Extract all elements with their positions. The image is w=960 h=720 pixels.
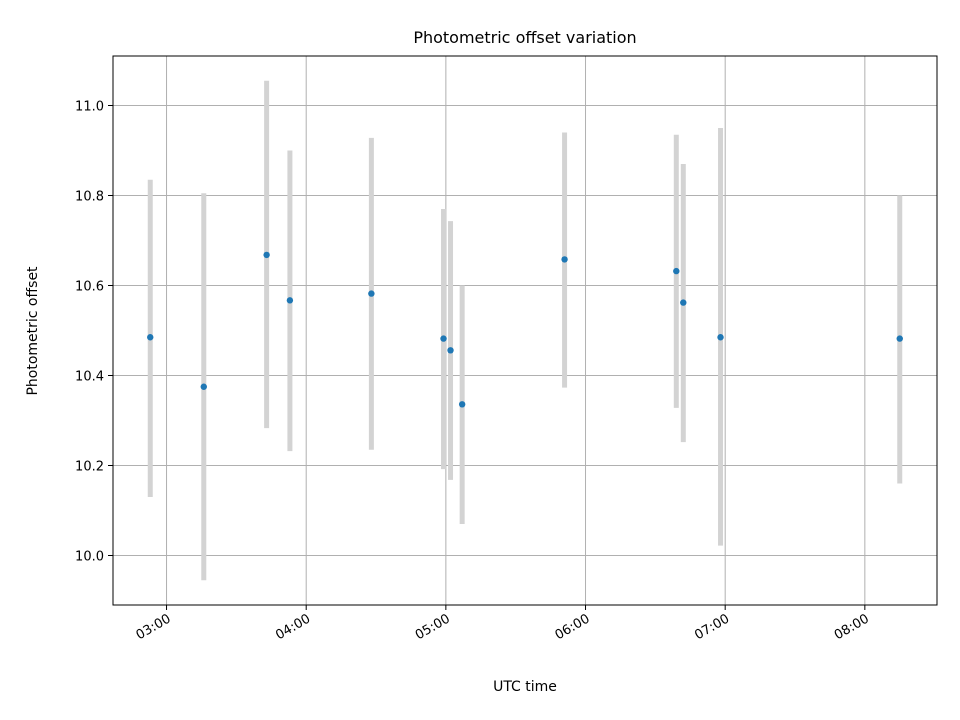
data-points — [147, 251, 903, 408]
error-bars — [147, 80, 903, 581]
data-point — [680, 299, 687, 306]
x-tick-label: 08:00 — [832, 611, 872, 643]
y-axis-ticks: 10.0 10.2 10.4 10.6 10.8 11.0 — [75, 100, 113, 565]
data-point — [200, 383, 207, 390]
x-tick-label: 03:00 — [134, 611, 174, 643]
data-point — [673, 267, 680, 275]
y-tick-label: 10.8 — [75, 190, 104, 205]
data-point — [896, 335, 903, 342]
data-point — [447, 347, 454, 354]
y-tick-label: 10.0 — [75, 550, 104, 565]
x-tick-label: 06:00 — [553, 611, 593, 643]
data-point — [368, 290, 375, 297]
y-tick-label: 10.2 — [75, 460, 104, 475]
data-point — [147, 334, 154, 341]
x-axis-ticks: 03:00 04:00 05:00 06:00 07:00 08:00 — [134, 605, 872, 643]
data-point — [717, 334, 724, 341]
y-tick-label: 11.0 — [75, 100, 104, 115]
data-point — [440, 335, 447, 342]
data-point — [458, 401, 466, 408]
y-tick-label: 10.6 — [75, 280, 104, 295]
y-tick-label: 10.4 — [75, 370, 104, 385]
plot-frame — [112, 55, 938, 606]
data-point — [561, 256, 568, 263]
x-tick-label: 07:00 — [692, 611, 732, 643]
grid-lines — [113, 56, 937, 605]
x-axis-label: UTC time — [493, 679, 557, 695]
y-axis-label: Photometric offset — [25, 266, 41, 396]
x-tick-label: 05:00 — [413, 611, 453, 643]
data-point — [286, 297, 294, 304]
chart-title: Photometric offset variation — [413, 28, 636, 47]
x-tick-label: 04:00 — [273, 611, 313, 643]
data-point — [263, 251, 270, 259]
